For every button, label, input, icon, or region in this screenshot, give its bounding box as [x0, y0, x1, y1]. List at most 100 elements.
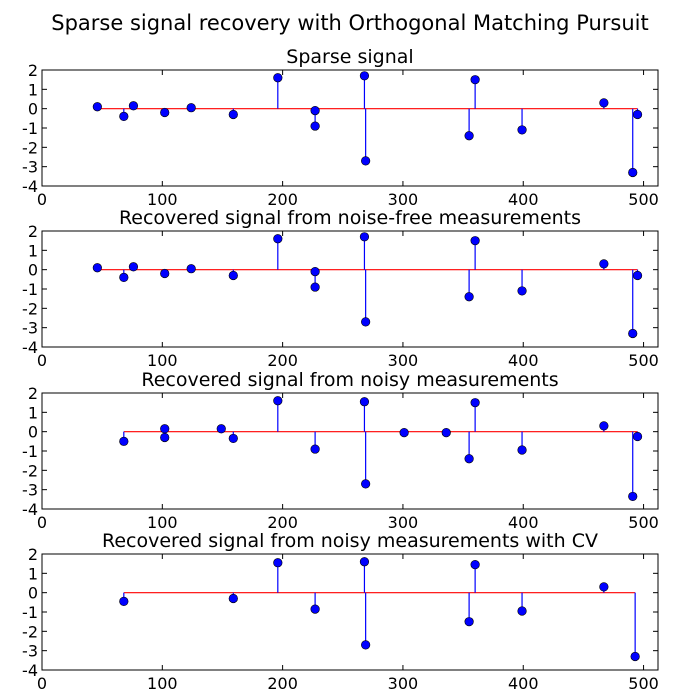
stem-marker: [160, 268, 170, 279]
x-tick-label: 300: [388, 190, 419, 209]
y-tick-label: -2: [22, 138, 38, 157]
stem-marker: [310, 604, 320, 614]
x-tick-label: 500: [628, 513, 659, 532]
axes-frame: [41, 392, 659, 510]
y-tick-label: -3: [22, 642, 38, 661]
stem-marker: [228, 593, 238, 604]
stem-marker: [359, 557, 370, 567]
axes-frame: [41, 230, 659, 348]
x-tick-label: 500: [628, 674, 659, 693]
stem-marker: [632, 270, 643, 281]
stem-marker: [399, 428, 409, 438]
y-tick-label: -3: [22, 319, 38, 338]
stem-marker: [273, 396, 283, 406]
x-tick-label: 100: [147, 351, 178, 370]
stem-marker: [599, 259, 609, 269]
stem-marker: [310, 282, 320, 292]
x-tick-label: 300: [388, 351, 419, 370]
y-tick-label: 0: [28, 261, 38, 280]
stem-marker: [361, 640, 371, 650]
x-tick-label: 200: [267, 190, 298, 209]
x-tick-label: 500: [628, 351, 659, 370]
stem-marker: [160, 432, 170, 443]
stem-marker: [628, 167, 638, 178]
x-tick-label: 400: [508, 351, 539, 370]
x-tick-label: 200: [267, 674, 298, 693]
stem-marker: [359, 232, 370, 242]
stem-marker: [628, 491, 638, 502]
subplot-title: Recovered signal from noisy measurements…: [102, 530, 598, 552]
x-tick-label: 0: [37, 190, 47, 209]
stem-marker: [470, 398, 480, 408]
y-tick-label: 2: [28, 222, 38, 241]
stem-marker: [273, 73, 283, 83]
stem-marker: [119, 596, 129, 606]
subplot-title: Recovered signal from noisy measurements: [141, 369, 558, 391]
stem-marker: [632, 109, 643, 120]
x-tick-label: 200: [267, 513, 298, 532]
x-tick-label: 500: [628, 190, 659, 209]
y-tick-label: -1: [22, 603, 38, 622]
axes-frame: [41, 69, 659, 187]
stem-marker: [361, 156, 371, 166]
stem-marker: [599, 582, 609, 592]
stem-marker: [160, 107, 170, 118]
stem-marker: [160, 424, 170, 434]
stem-marker: [273, 558, 283, 568]
x-tick-label: 400: [508, 513, 539, 532]
stem-marker: [628, 328, 638, 339]
stem-marker: [517, 445, 527, 455]
y-tick-label: -4: [22, 338, 38, 357]
stem-marker: [216, 424, 226, 434]
stem-marker: [119, 436, 129, 446]
stem-marker: [517, 606, 527, 616]
stem-marker: [632, 431, 643, 442]
y-tick-label: 1: [28, 80, 38, 99]
stem-marker: [464, 292, 474, 302]
stem-marker: [464, 131, 474, 141]
stem-marker: [128, 101, 139, 111]
stem-marker: [186, 264, 196, 274]
x-tick-label: 100: [147, 190, 178, 209]
x-tick-label: 100: [147, 513, 178, 532]
stem-marker: [273, 234, 283, 244]
y-tick-label: 1: [28, 403, 38, 422]
x-tick-label: 400: [508, 674, 539, 693]
y-tick-label: -4: [22, 177, 38, 196]
x-tick-label: 400: [508, 190, 539, 209]
y-tick-label: 2: [28, 545, 38, 564]
x-tick-label: 0: [37, 674, 47, 693]
y-tick-label: -3: [22, 158, 38, 177]
x-tick-label: 300: [388, 513, 419, 532]
stem-marker: [517, 125, 527, 135]
y-tick-label: -1: [22, 119, 38, 138]
stem-marker: [470, 560, 480, 570]
y-tick-label: -1: [22, 442, 38, 461]
stem-marker: [599, 421, 609, 431]
y-tick-label: 0: [28, 584, 38, 603]
x-tick-label: 100: [147, 674, 178, 693]
stem-marker: [119, 272, 129, 283]
x-tick-label: 200: [267, 351, 298, 370]
stem-marker: [470, 75, 480, 85]
stem-marker: [310, 121, 320, 131]
stem-marker: [464, 617, 474, 627]
stem-marker: [361, 479, 371, 489]
y-tick-label: -2: [22, 299, 38, 318]
stem-marker: [228, 270, 238, 281]
y-tick-label: -1: [22, 280, 38, 299]
stem-marker: [92, 263, 102, 273]
stem-marker: [310, 267, 320, 277]
stem-marker: [599, 98, 609, 108]
y-tick-label: -3: [22, 481, 38, 500]
stem-marker: [128, 262, 139, 272]
subplot-4: Recovered signal from noisy measurements…: [22, 530, 659, 693]
subplot-title: Sparse signal: [286, 46, 413, 68]
figure-suptitle: Sparse signal recovery with Orthogonal M…: [51, 11, 649, 35]
y-tick-label: 2: [28, 61, 38, 80]
x-tick-label: 300: [388, 674, 419, 693]
stem-marker: [630, 651, 640, 662]
y-tick-label: 2: [28, 384, 38, 403]
